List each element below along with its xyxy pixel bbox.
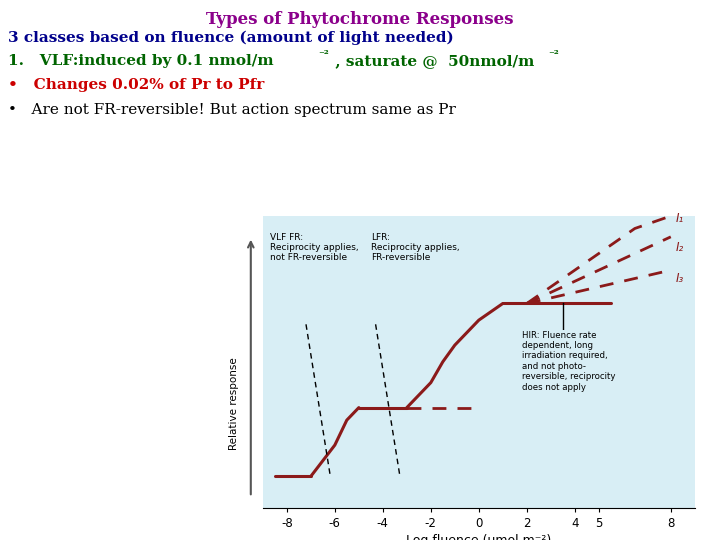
Text: I₁: I₁ [675, 212, 684, 225]
Text: LFR:
Reciprocity applies,
FR-reversible: LFR: Reciprocity applies, FR-reversible [371, 233, 459, 262]
X-axis label: Log fluence (μmol m⁻²): Log fluence (μmol m⁻²) [406, 534, 552, 540]
Text: HIR: Fluence rate
dependent, long
irradiation required,
and not photo-
reversibl: HIR: Fluence rate dependent, long irradi… [522, 330, 616, 392]
Text: , saturate @  50nmol/m: , saturate @ 50nmol/m [330, 54, 534, 68]
Text: I₂: I₂ [675, 241, 684, 254]
Text: •   Are not FR-reversible! But action spectrum same as Pr: • Are not FR-reversible! But action spec… [8, 103, 456, 117]
Text: Types of Phytochrome Responses: Types of Phytochrome Responses [206, 11, 514, 28]
Text: Relative response: Relative response [229, 357, 239, 450]
Text: ⁻²: ⁻² [318, 49, 329, 60]
Text: 3 classes based on fluence (amount of light needed): 3 classes based on fluence (amount of li… [8, 31, 454, 45]
Text: ⁻²: ⁻² [548, 49, 559, 60]
Text: VLF FR:
Reciprocity applies,
not FR-reversible: VLF FR: Reciprocity applies, not FR-reve… [270, 233, 359, 262]
Text: 1.   VLF:induced by 0.1 nmol/m: 1. VLF:induced by 0.1 nmol/m [8, 54, 274, 68]
Text: •   Changes 0.02% of Pr to Pfr: • Changes 0.02% of Pr to Pfr [8, 78, 264, 92]
Text: I₃: I₃ [675, 272, 684, 285]
